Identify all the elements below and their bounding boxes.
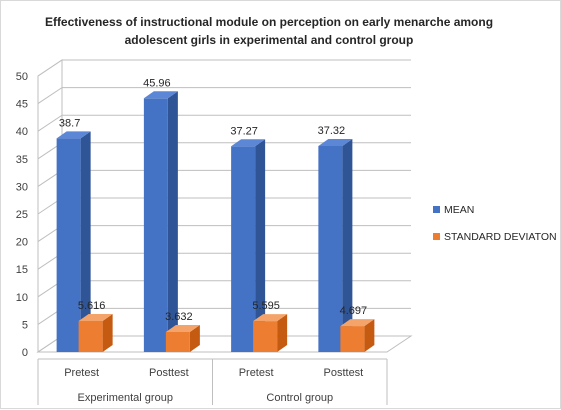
y-tick-label: 45 xyxy=(16,99,28,111)
bar-sd xyxy=(78,320,103,352)
gridline xyxy=(37,114,411,132)
x-axis: Pretest Posttest Pretest Posttest Experiment… xyxy=(37,358,388,405)
y-tick-label: 40 xyxy=(16,126,28,138)
x-tick-label: Posttest xyxy=(149,367,189,379)
bar-sd-top xyxy=(253,314,288,322)
y-tick-label: 25 xyxy=(16,209,28,221)
bar-sd-top xyxy=(340,319,375,327)
gridline xyxy=(37,87,411,105)
x-tick-label: Pretest xyxy=(239,367,274,379)
bar-sd-top xyxy=(78,313,113,321)
bar-mean-side xyxy=(255,139,266,352)
bar-sd xyxy=(253,321,278,352)
bar-mean-side xyxy=(342,138,353,352)
legend-swatch-sd xyxy=(433,233,440,240)
y-tick-label: 5 xyxy=(22,319,28,331)
y-tick-label: 20 xyxy=(16,237,28,249)
data-label: 37.27 xyxy=(230,125,258,137)
bar-mean-top xyxy=(318,138,353,146)
gridline xyxy=(37,252,411,270)
data-label: 3.632 xyxy=(165,311,193,323)
chart-title-line-1: Effectiveness of instructional module on… xyxy=(45,15,493,29)
bar-mean-top xyxy=(231,139,266,147)
data-label: 5.595 xyxy=(252,300,280,312)
bars xyxy=(56,91,375,353)
bar-sd-side xyxy=(189,324,200,352)
bar-mean xyxy=(231,146,256,352)
legend-label-mean: MEAN xyxy=(444,204,474,216)
y-tick-label: 0 xyxy=(22,347,28,359)
bar-mean-side xyxy=(80,131,91,352)
bar-sd-side xyxy=(102,313,113,352)
y-tick-label: 15 xyxy=(16,264,28,276)
y-tick-label: 50 xyxy=(16,71,28,83)
y-axis: 0 5 10 15 20 25 30 35 40 45 50 xyxy=(16,71,28,359)
data-label: 4.697 xyxy=(340,305,368,317)
x-group-label: Control group xyxy=(266,392,333,404)
legend-swatch-mean xyxy=(433,206,440,213)
legend-label-sd: STANDARD DEVIATON xyxy=(444,231,557,243)
chart-title-line-2: adolescent girls in experimental and con… xyxy=(125,33,414,47)
bar-sd-side xyxy=(364,319,375,352)
gridline xyxy=(37,59,411,77)
bar-sd xyxy=(165,331,190,352)
x-group-label: Experimental group xyxy=(78,392,173,404)
y-tick-label: 35 xyxy=(16,154,28,166)
data-label: 5.616 xyxy=(78,300,106,312)
y-tick-label: 30 xyxy=(16,181,28,193)
bar-mean xyxy=(56,138,81,352)
data-label: 45.96 xyxy=(143,77,171,89)
x-tick-label: Pretest xyxy=(64,367,99,379)
bar-mean-top xyxy=(56,131,91,139)
bar-sd-top xyxy=(165,324,200,332)
data-label: 38.7 xyxy=(59,117,80,129)
y-tick-label: 10 xyxy=(16,292,28,304)
bar-sd xyxy=(340,326,365,352)
gridline xyxy=(37,197,411,215)
bar-mean xyxy=(143,98,168,352)
bar-mean-side xyxy=(167,91,178,353)
gridline xyxy=(37,225,411,243)
gridline xyxy=(37,142,411,160)
data-label: 37.32 xyxy=(318,125,346,137)
bar-mean xyxy=(318,145,343,352)
bar-mean-top xyxy=(143,91,178,99)
legend: MEAN STANDARD DEVIATON xyxy=(433,204,557,243)
bar-sd-side xyxy=(277,314,288,352)
gridline xyxy=(37,169,411,187)
gridline xyxy=(37,280,411,298)
x-tick-label: Posttest xyxy=(324,367,364,379)
data-labels: 38.7 45.96 37.27 37.32 5.616 3.632 5.595 4.697 xyxy=(59,77,367,323)
